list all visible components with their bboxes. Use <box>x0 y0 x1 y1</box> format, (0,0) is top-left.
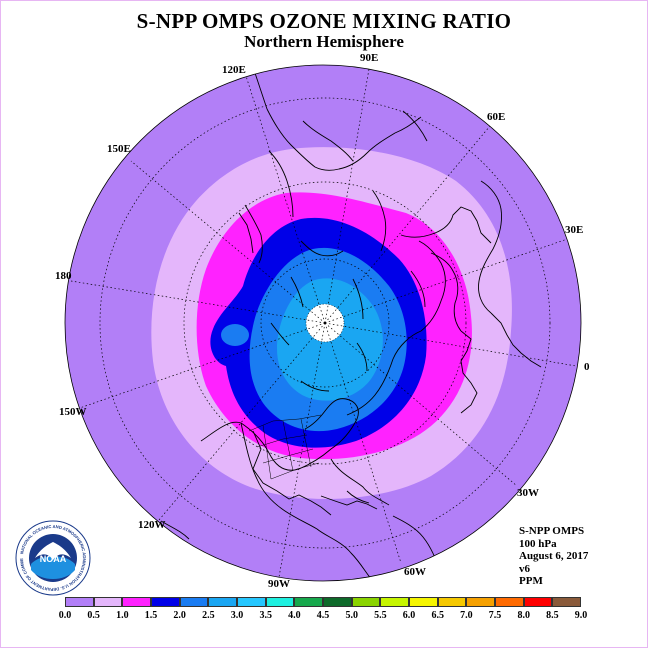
colorbar-tick-label: 3.0 <box>230 610 244 621</box>
lon-label-0: 0 <box>584 361 590 373</box>
colorbar-tick-label: 7.0 <box>460 610 473 621</box>
lon-label-150w: 150W <box>59 406 87 418</box>
zone-dark-blue-spot <box>221 324 249 346</box>
figure-subtitle: Northern Hemisphere <box>244 32 404 51</box>
colorbar-cell <box>380 597 409 607</box>
colorbar-cell <box>523 597 553 607</box>
lon-label-90e: 90E <box>360 52 379 64</box>
lon-label-60w: 60W <box>404 566 426 578</box>
colorbar-tick-label: 4.0 <box>288 610 301 621</box>
colorbar-tick-label: 6.5 <box>431 610 444 621</box>
colorbar-tick-label: 5.0 <box>345 610 358 621</box>
colorbar-tick-label: 5.5 <box>374 610 387 621</box>
info-block: S-NPP OMPS 100 hPa August 6, 2017 v6 PPM <box>519 525 588 588</box>
figure-title: S-NPP OMPS OZONE MIXING RATIO <box>136 9 512 33</box>
colorbar-ticks: 0.0 0.5 1.0 1.5 2.0 2.5 3.0 3.5 4.0 4.5 5.0 5.5 6.0 6… <box>59 610 588 624</box>
colorbar-cell <box>437 597 467 607</box>
colorbar-cell <box>494 597 524 607</box>
lon-label-30w: 30W <box>517 487 539 499</box>
lon-label-60e: 60E <box>487 111 506 123</box>
coastlines <box>160 72 542 581</box>
lon-label-120e: 120E <box>222 64 246 76</box>
colorbar-tick-label: 2.5 <box>202 610 215 621</box>
colorbar-tick-label: 4.5 <box>316 610 330 621</box>
info-level: 100 hPa <box>519 537 557 550</box>
colorbar-cell <box>294 597 323 607</box>
colorbar-cell <box>322 597 352 607</box>
lon-label-120w: 120W <box>138 519 166 531</box>
info-date: August 6, 2017 <box>519 550 589 563</box>
colorbar-cell <box>408 597 438 607</box>
colorbar-tick-label: 9.0 <box>574 610 588 621</box>
info-version: v6 <box>519 562 530 575</box>
map-border <box>64 64 582 582</box>
colorbar-tick-label: 2.0 <box>173 610 186 621</box>
colorbar-tick-label: 0.5 <box>87 610 100 621</box>
lon-label-150e: 150E <box>107 143 131 155</box>
colorbar-cell <box>466 597 495 607</box>
info-unit: PPM <box>519 575 543 588</box>
colorbar-cell <box>208 597 237 607</box>
colorbar <box>65 597 581 608</box>
colorbar-tick-label: 8.0 <box>517 610 530 621</box>
noaa-logo: NATIONAL OCEANIC AND ATMOSPHERIC ADMINIS… <box>15 520 91 596</box>
colorbar-cell <box>265 597 295 607</box>
colorbar-tick-label: 8.5 <box>546 610 559 621</box>
colorbar-cell <box>93 597 123 607</box>
colorbar-cell <box>552 597 581 607</box>
lon-label-90w: 90W <box>268 578 290 590</box>
colorbar-cell <box>236 597 266 607</box>
info-instrument: S-NPP OMPS <box>519 525 585 537</box>
colorbar-tick-label: 3.5 <box>259 610 272 621</box>
colorbar-cell <box>351 597 381 607</box>
colorbar-cell <box>150 597 180 607</box>
lon-label-30e: 30E <box>565 224 584 236</box>
colorbar-cell <box>122 597 151 607</box>
colorbar-tick-label: 1.0 <box>116 610 129 621</box>
ozone-field <box>65 65 581 581</box>
colorbar-cell <box>179 597 209 607</box>
lon-label-180: 180 <box>55 270 72 282</box>
noaa-wordmark: NOAA <box>40 554 67 564</box>
graticule <box>70 68 577 578</box>
us-state-borders <box>248 414 322 480</box>
colorbar-cell <box>65 597 94 607</box>
colorbar-tick-label: 1.5 <box>144 610 158 621</box>
colorbar-tick-label: 7.5 <box>488 610 502 621</box>
colorbar-tick-label: 0.0 <box>58 610 72 621</box>
colorbar-tick-label: 6.0 <box>402 610 416 621</box>
